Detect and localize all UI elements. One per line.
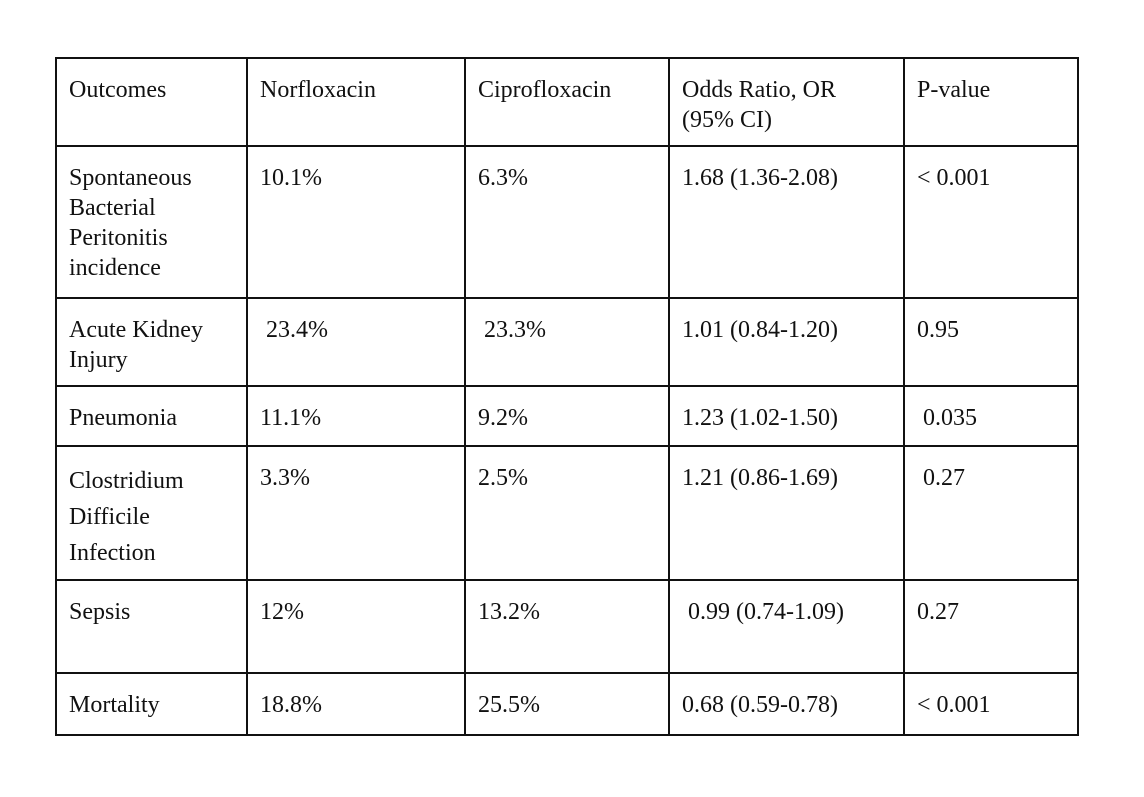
odds-ratio-cell: 1.01 (0.84-1.20) (668, 297, 905, 387)
norfloxacin-cell: 3.3% (246, 445, 466, 581)
odds-ratio-cell: 1.21 (0.86-1.69) (668, 445, 905, 581)
norfloxacin-cell: 12% (246, 579, 466, 674)
p-value-cell: 0.95 (903, 297, 1079, 387)
outcome-cell: Spontaneous Bacterial Peritonitis incidence (55, 145, 248, 299)
p-value-cell: < 0.001 (903, 672, 1079, 736)
ciprofloxacin-cell: 13.2% (464, 579, 670, 674)
header-norfloxacin: Norfloxacin (246, 57, 466, 147)
odds-ratio-cell: 1.68 (1.36-2.08) (668, 145, 905, 299)
table-row: Acute Kidney Injury 23.4% 23.3% 1.01 (0.8… (55, 297, 1079, 387)
norfloxacin-cell: 18.8% (246, 672, 466, 736)
header-ciprofloxacin: Ciprofloxacin (464, 57, 670, 147)
header-outcomes: Outcomes (55, 57, 248, 147)
table-row: Sepsis 12% 13.2% 0.99 (0.74-1.09) 0.27 (55, 579, 1079, 674)
table-row: Clostridium Difficile Infection 3.3% 2.5% … (55, 445, 1079, 581)
p-value-cell: 0.27 (903, 445, 1079, 581)
norfloxacin-cell: 10.1% (246, 145, 466, 299)
ciprofloxacin-cell: 2.5% (464, 445, 670, 581)
odds-ratio-cell: 0.99 (0.74-1.09) (668, 579, 905, 674)
header-p-value: P-value (903, 57, 1079, 147)
table-row: Spontaneous Bacterial Peritonitis incidence… (55, 145, 1079, 299)
norfloxacin-cell: 11.1% (246, 385, 466, 447)
ciprofloxacin-cell: 25.5% (464, 672, 670, 736)
outcome-cell: Mortality (55, 672, 248, 736)
table-row: Mortality 18.8% 25.5% 0.68 (0.59-0.78) <… (55, 672, 1079, 736)
ciprofloxacin-cell: 9.2% (464, 385, 670, 447)
table-row: Pneumonia 11.1% 9.2% 1.23 (1.02-1.50) 0.… (55, 385, 1079, 447)
p-value-cell: 0.035 (903, 385, 1079, 447)
p-value-cell: 0.27 (903, 579, 1079, 674)
outcome-cell: Clostridium Difficile Infection (55, 445, 248, 581)
ciprofloxacin-cell: 23.3% (464, 297, 670, 387)
header-odds-ratio: Odds Ratio, OR (95% CI) (668, 57, 905, 147)
ciprofloxacin-cell: 6.3% (464, 145, 670, 299)
odds-ratio-cell: 0.68 (0.59-0.78) (668, 672, 905, 736)
outcomes-comparison-table: Outcomes Norfloxacin Ciprofloxacin Odds … (55, 57, 1079, 736)
norfloxacin-cell: 23.4% (246, 297, 466, 387)
table-header-row: Outcomes Norfloxacin Ciprofloxacin Odds … (55, 57, 1079, 147)
p-value-cell: < 0.001 (903, 145, 1079, 299)
outcome-cell: Sepsis (55, 579, 248, 674)
outcome-cell: Acute Kidney Injury (55, 297, 248, 387)
outcome-cell: Pneumonia (55, 385, 248, 447)
odds-ratio-cell: 1.23 (1.02-1.50) (668, 385, 905, 447)
